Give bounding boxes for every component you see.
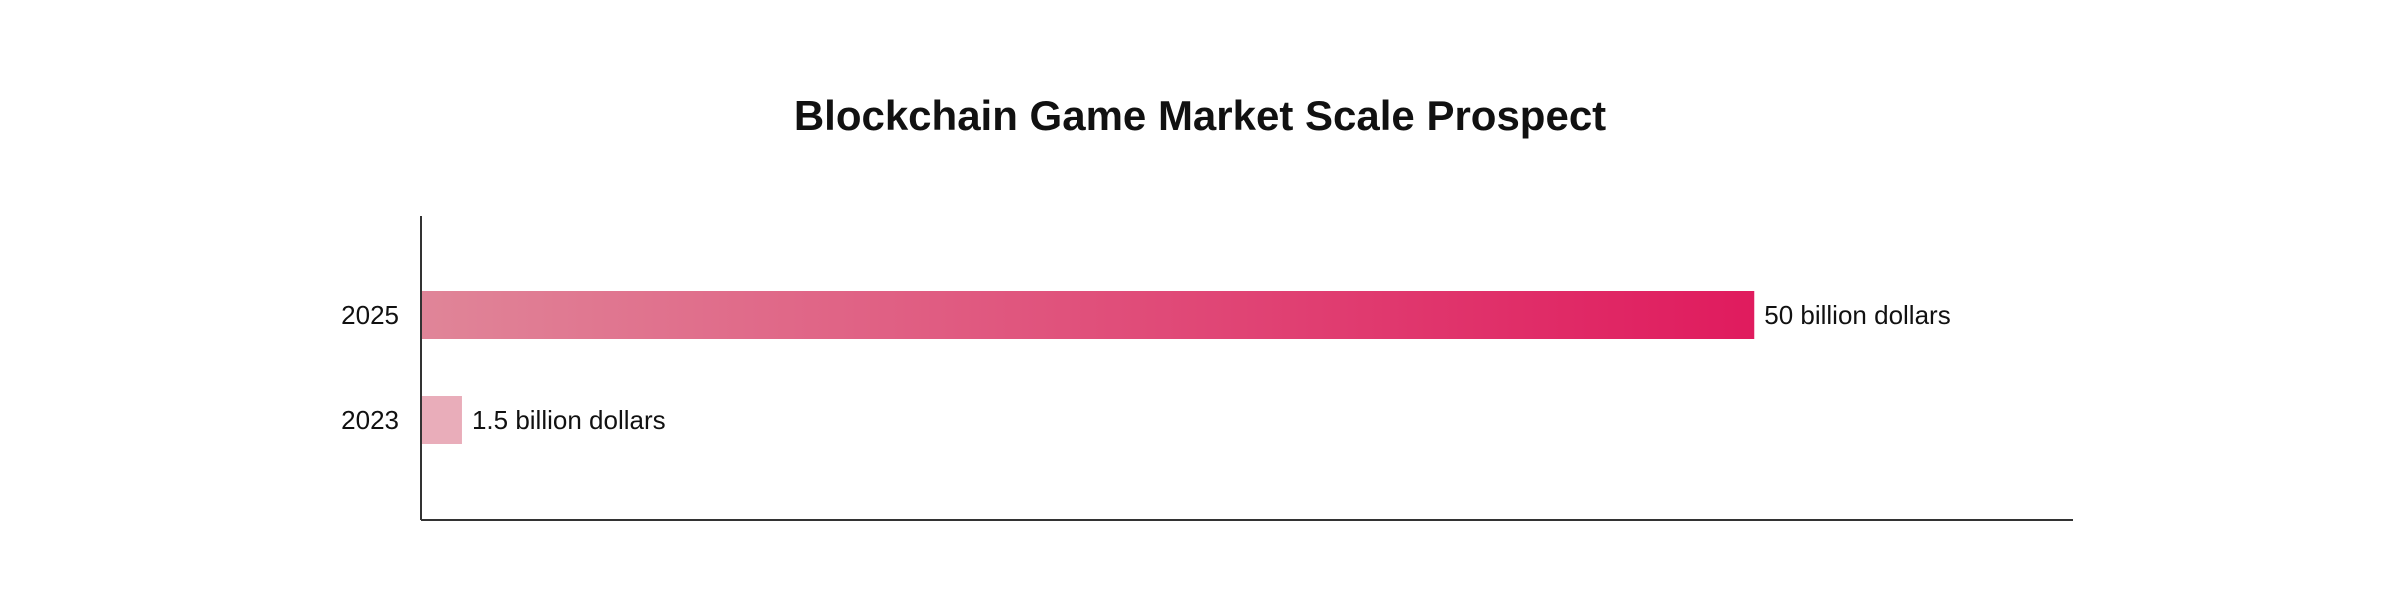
category-label-2023: 2023 (341, 405, 399, 435)
bar-2025 (422, 291, 1755, 339)
category-label-2025: 2025 (341, 300, 399, 330)
value-label-2025: 50 billion dollars (1764, 300, 1950, 330)
bars-layer: 2025 50 billion dollars 2023 1.5 billion do… (341, 291, 1951, 444)
chart-title: Blockchain Game Market Scale Prospect (793, 92, 1607, 139)
value-label-2023: 1.5 billion dollars (472, 405, 666, 435)
bar-2023 (422, 396, 462, 444)
